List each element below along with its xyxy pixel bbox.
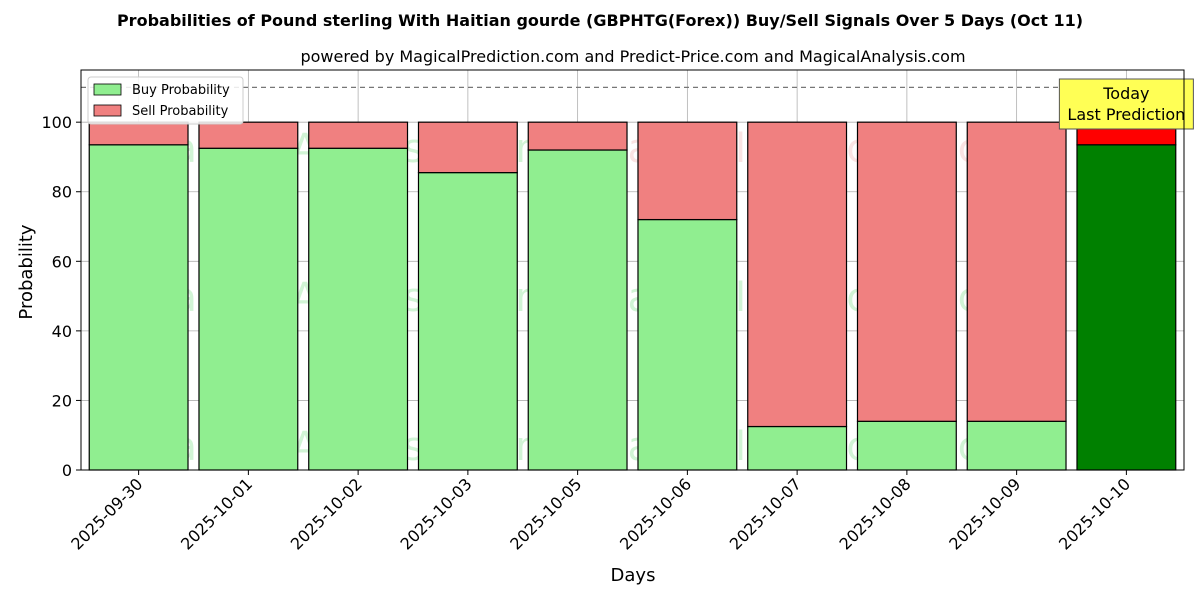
buy-bar — [856, 420, 957, 471]
sell-bar — [527, 121, 628, 151]
chart-title: Probabilities of Pound sterling With Hai… — [117, 11, 1083, 30]
y-tick-label: 0 — [62, 461, 72, 480]
x-tick-label: 2025-10-10 — [1055, 474, 1134, 553]
buy-bar — [417, 172, 518, 471]
buy-bar — [966, 420, 1067, 471]
sell-bar — [198, 121, 299, 149]
y-tick-label: 20 — [52, 391, 72, 410]
annotation-text: Last Prediction — [1067, 105, 1185, 124]
sell-bar — [637, 121, 738, 221]
sell-bar — [856, 121, 957, 422]
x-tick-label: 2025-09-30 — [67, 474, 146, 553]
annotation-box — [1058, 78, 1194, 130]
buy-bar — [198, 147, 299, 471]
y-tick-label: 40 — [52, 322, 72, 341]
buy-bar — [747, 425, 848, 471]
sell-bar — [88, 121, 189, 146]
legend: Buy Probability Sell Probability — [87, 76, 244, 125]
legend-swatch — [93, 83, 122, 96]
legend-swatch — [93, 104, 122, 117]
x-axis-label: Days — [611, 565, 656, 586]
sell-bar — [747, 121, 848, 428]
x-tick-label: 2025-10-06 — [616, 474, 695, 553]
x-tick-label: 2025-10-07 — [726, 474, 805, 553]
y-tick-label: 100 — [41, 113, 72, 132]
sell-bar — [308, 121, 409, 149]
sell-bar — [966, 121, 1067, 422]
legend-box — [87, 76, 244, 125]
x-tick-label: 2025-10-03 — [397, 474, 476, 553]
buy-bar — [88, 144, 189, 471]
x-tick-label: 2025-10-08 — [836, 474, 915, 553]
buy-bar — [1076, 144, 1177, 471]
x-tick-label: 2025-10-05 — [506, 474, 585, 553]
legend-label: Buy Probability — [132, 83, 230, 98]
axes-frame — [80, 69, 1185, 471]
sell-bar — [417, 121, 518, 174]
buy-bar — [527, 149, 628, 471]
annotation-today: Today Last Prediction — [1058, 78, 1194, 130]
x-tick-label: 2025-10-02 — [287, 474, 366, 553]
y-tick-label: 80 — [52, 183, 72, 202]
annotation-text: Today — [1102, 84, 1149, 103]
x-tick-label: 2025-10-09 — [945, 474, 1024, 553]
buy-bar — [637, 218, 738, 471]
y-axis-label: Probability — [16, 224, 37, 319]
legend-label: Sell Probability — [132, 104, 229, 119]
plot-area: MagicalAnalysis.comMagicalPrediction.com… — [41, 69, 1194, 554]
chart-subtitle: powered by MagicalPrediction.com and Pre… — [300, 47, 965, 66]
y-tick-label: 60 — [52, 252, 72, 271]
buy-bar — [308, 147, 409, 471]
x-tick-label: 2025-10-01 — [177, 474, 256, 553]
